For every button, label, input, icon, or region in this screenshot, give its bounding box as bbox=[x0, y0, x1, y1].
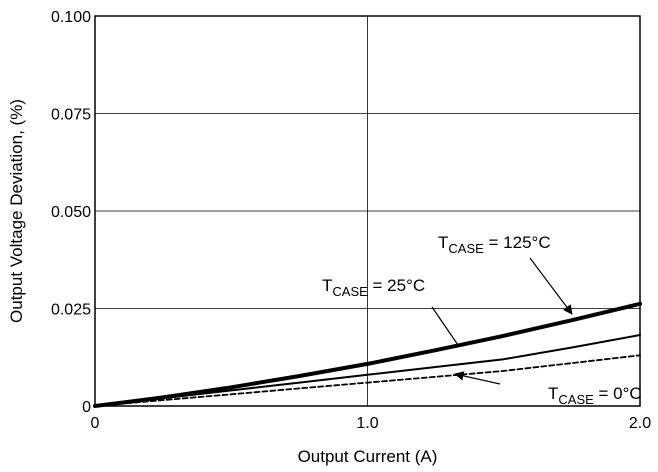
annotation-label-2: TCASE = 0°C bbox=[548, 384, 642, 407]
annotation-label-1: TCASE = 25°C bbox=[322, 276, 425, 299]
y-tick-label-1: 0.025 bbox=[51, 302, 91, 319]
annotation-leader-1 bbox=[431, 306, 459, 346]
y-tick-label-4: 0.100 bbox=[51, 9, 91, 26]
grid bbox=[94, 15, 641, 407]
x-tick-label-1: 1.0 bbox=[356, 415, 378, 432]
annotation-label-0: TCASE = 125°C bbox=[438, 233, 551, 256]
annotation-leader-0 bbox=[529, 257, 573, 315]
y-tick-label-3: 0.075 bbox=[51, 107, 91, 124]
tick-labels: 0 0.025 0.050 0.075 0.100 0 1.0 2.0 bbox=[51, 9, 651, 432]
series-line-0 bbox=[93, 301, 642, 408]
x-tick-label-2: 2.0 bbox=[629, 415, 651, 432]
series-line-2 bbox=[94, 354, 641, 407]
annotations: TCASE = 125°C TCASE = 25°C TCASE = 0°C bbox=[322, 233, 642, 407]
x-tick-label-0: 0 bbox=[91, 415, 100, 432]
y-axis-label: Output Voltage Deviation, (%) bbox=[7, 99, 26, 323]
y-tick-label-2: 0.050 bbox=[51, 204, 91, 221]
annotation-leader-2 bbox=[454, 371, 501, 385]
y-tick-label-0: 0 bbox=[82, 399, 91, 416]
plot-frame bbox=[94, 15, 641, 407]
series-line-1 bbox=[94, 334, 641, 407]
series-group bbox=[93, 301, 642, 408]
x-axis-label: Output Current (A) bbox=[298, 447, 438, 466]
